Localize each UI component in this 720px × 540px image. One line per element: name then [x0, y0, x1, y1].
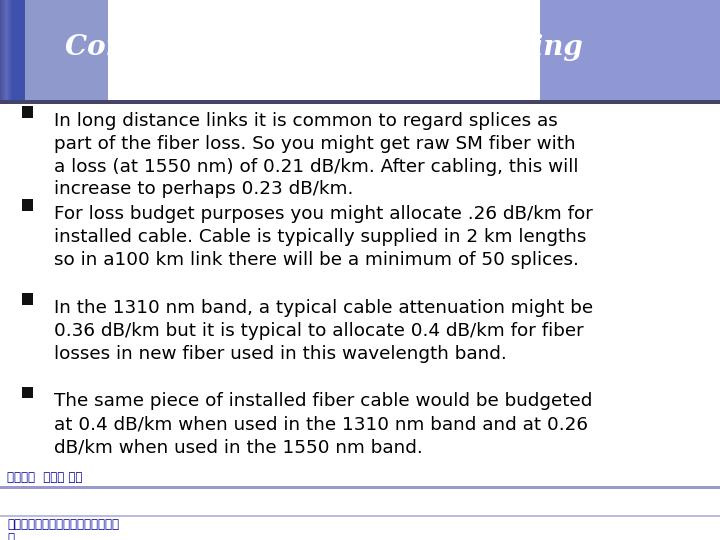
Bar: [22, 293, 33, 305]
Bar: [6, 0, 19, 100]
Bar: [4, 0, 17, 100]
Bar: [10, 0, 24, 100]
Bar: [1, 0, 14, 100]
Bar: [2, 0, 15, 100]
Bar: [7, 0, 21, 100]
Bar: [9, 0, 23, 100]
Bar: [22, 106, 33, 118]
Bar: [11, 0, 24, 100]
Bar: [0, 515, 720, 517]
Bar: [4, 0, 17, 100]
Bar: [4, 0, 17, 100]
Bar: [1, 0, 14, 100]
Bar: [1, 0, 14, 100]
Text: The same piece of installed fiber cable would be budgeted
at 0.4 dB/km when used: The same piece of installed fiber cable …: [54, 393, 593, 456]
Bar: [0, 0, 108, 100]
Bar: [12, 0, 24, 100]
Text: Connector/Splice Loss Budgeting: Connector/Splice Loss Budgeting: [65, 35, 582, 62]
Bar: [10, 0, 23, 100]
Bar: [9, 0, 22, 100]
Bar: [6, 0, 20, 100]
Bar: [6, 0, 19, 100]
Bar: [8, 0, 22, 100]
Bar: [12, 0, 24, 100]
Bar: [3, 0, 17, 100]
Text: In long distance links it is common to regard splices as
part of the fiber loss.: In long distance links it is common to r…: [54, 112, 578, 199]
Bar: [3, 0, 16, 100]
Bar: [5, 0, 19, 100]
Bar: [6, 0, 19, 100]
Text: 教育部顧問室光通訊系統教育改進計: 教育部顧問室光通訊系統教育改進計: [7, 518, 120, 531]
Bar: [12, 0, 25, 100]
Text: 畫: 畫: [7, 532, 14, 540]
Bar: [1, 0, 15, 100]
Bar: [0, 104, 720, 540]
Bar: [0, 100, 720, 104]
Bar: [7, 0, 20, 100]
Bar: [5, 0, 19, 100]
Bar: [6, 0, 20, 100]
Bar: [11, 0, 24, 100]
Bar: [540, 0, 720, 100]
Bar: [1, 0, 15, 100]
Bar: [10, 0, 24, 100]
Bar: [9, 0, 22, 100]
Bar: [10, 0, 24, 100]
Bar: [22, 199, 33, 211]
Bar: [4, 0, 18, 100]
Bar: [3, 0, 17, 100]
Bar: [2, 0, 16, 100]
Bar: [8, 0, 21, 100]
Bar: [6, 0, 20, 100]
Text: For loss budget purposes you might allocate .26 dB/km for
installed cable. Cable: For loss budget purposes you might alloc…: [54, 205, 593, 269]
Bar: [1, 0, 14, 100]
Bar: [22, 387, 33, 399]
Bar: [9, 0, 22, 100]
Bar: [1, 0, 15, 100]
Bar: [0, 486, 720, 489]
Bar: [2, 0, 16, 100]
Bar: [0, 0, 14, 100]
Bar: [9, 0, 23, 100]
Bar: [12, 0, 25, 100]
Bar: [4, 0, 18, 100]
Bar: [11, 0, 24, 100]
Bar: [6, 0, 19, 100]
Bar: [8, 0, 22, 100]
Text: 成功大學  黃振發 編撰: 成功大學 黃振發 編撰: [7, 471, 83, 484]
Bar: [4, 0, 17, 100]
Bar: [4, 0, 17, 100]
Text: In the 1310 nm band, a typical cable attenuation might be
0.36 dB/km but it is t: In the 1310 nm band, a typical cable att…: [54, 299, 593, 363]
Bar: [1, 0, 14, 100]
Bar: [6, 0, 19, 100]
Bar: [0, 0, 14, 100]
Bar: [3, 0, 17, 100]
Bar: [8, 0, 22, 100]
Bar: [5, 0, 18, 100]
Bar: [7, 0, 21, 100]
Bar: [9, 0, 22, 100]
Bar: [9, 0, 22, 100]
